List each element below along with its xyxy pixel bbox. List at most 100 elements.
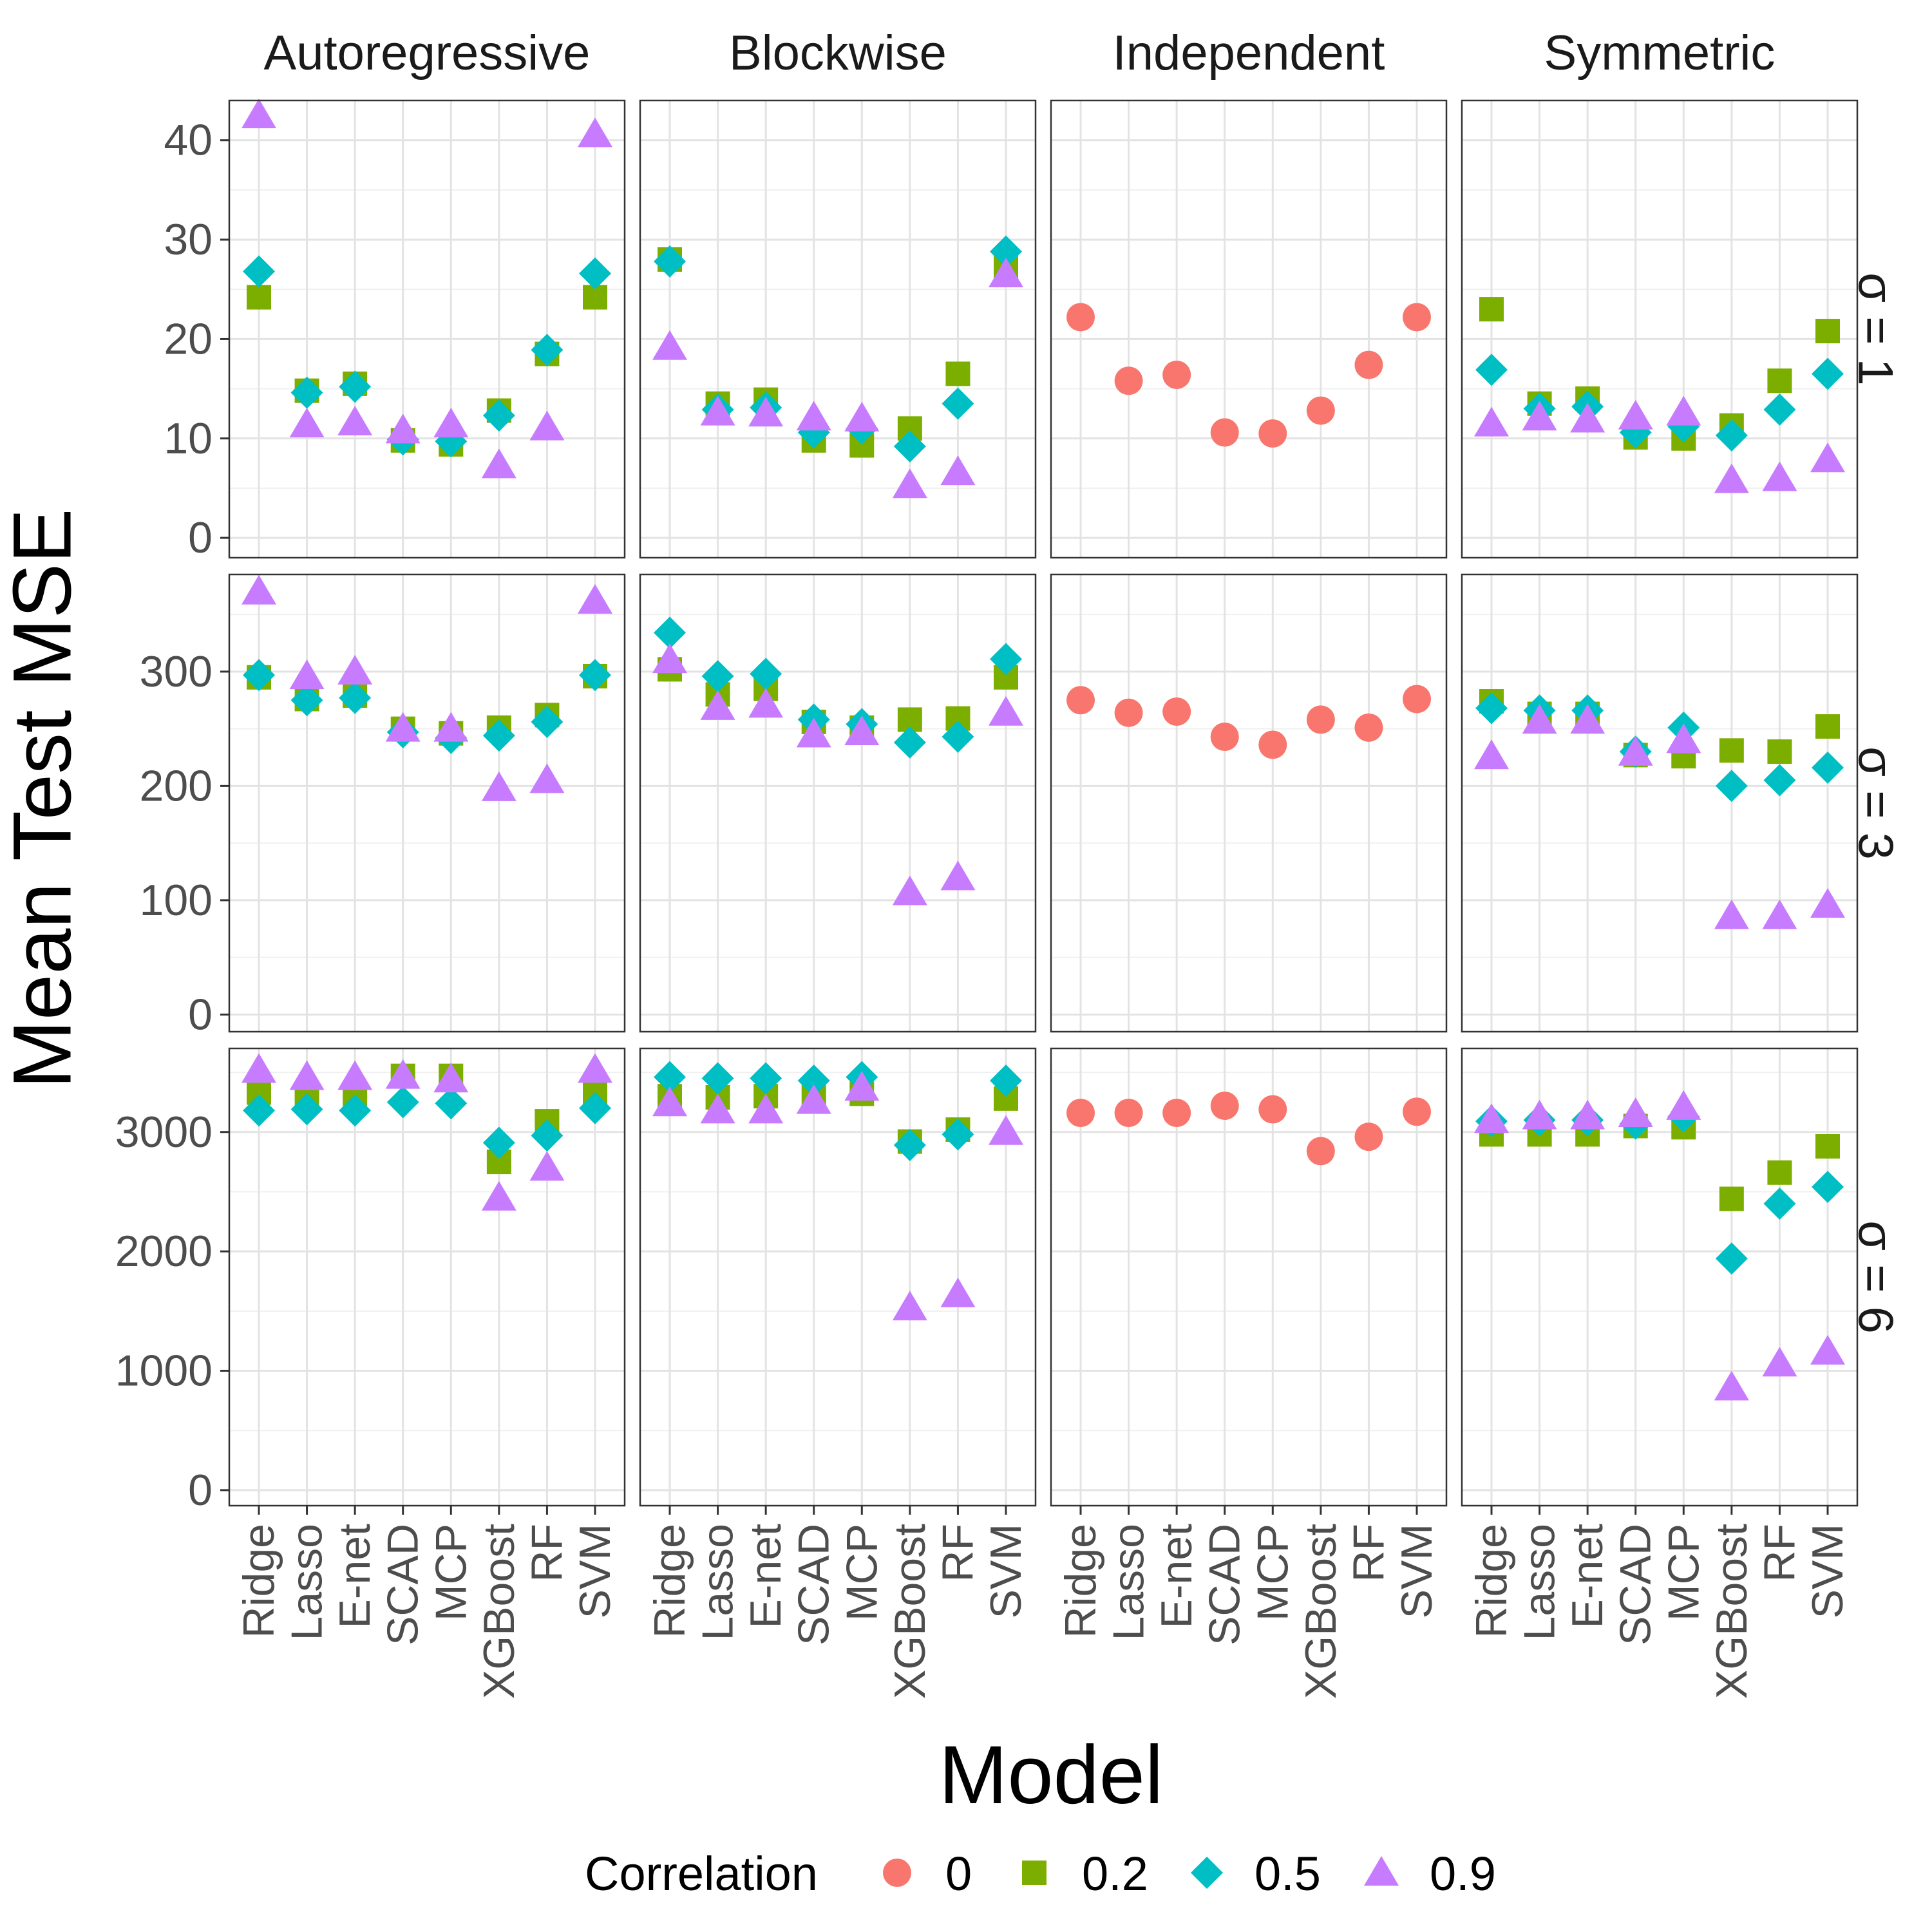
- panel-independent-row-1: [1050, 99, 1448, 559]
- point-independent-e-net-corr-0: [1162, 361, 1191, 389]
- point-symmetric-svm-corr-0.9: [1810, 1334, 1845, 1365]
- point-symmetric-xgboost-corr-0.9: [1714, 463, 1749, 493]
- y-tick-label: 1000: [115, 1347, 213, 1396]
- point-blockwise-xgboost-corr-0.5: [893, 726, 926, 759]
- point-autoregressive-xgboost-corr-0.9: [481, 1180, 516, 1211]
- facet-title-independent: Independent: [1113, 26, 1385, 80]
- panel-background: [1051, 1048, 1446, 1506]
- point-independent-rf-corr-0: [1354, 350, 1383, 379]
- point-autoregressive-ridge-corr-0.5: [243, 659, 275, 692]
- facet-title-blockwise: Blockwise: [729, 26, 947, 80]
- x-axis-title: Model: [939, 1729, 1164, 1821]
- panel-autoregressive-row-3: [228, 1047, 626, 1507]
- panel-background: [229, 100, 625, 558]
- point-blockwise-lasso-corr-0.9: [700, 395, 735, 426]
- point-autoregressive-e-net-corr-0.5: [339, 681, 372, 714]
- point-symmetric-e-net-corr-0.9: [1570, 704, 1605, 734]
- x-tick-label: Ridge: [234, 1524, 283, 1638]
- point-independent-lasso-corr-0: [1114, 366, 1143, 395]
- point-symmetric-xgboost-corr-0.9: [1714, 899, 1749, 929]
- point-symmetric-rf-corr-0.9: [1762, 461, 1797, 491]
- point-blockwise-svm-corr-0.5: [990, 643, 1022, 676]
- point-symmetric-rf-corr-0.5: [1763, 393, 1796, 426]
- point-autoregressive-ridge-corr-0.5: [243, 255, 275, 288]
- point-independent-ridge-corr-0: [1066, 1099, 1095, 1128]
- point-blockwise-lasso-corr-0.5: [701, 1062, 734, 1095]
- x-tick-label: Lasso: [283, 1524, 332, 1640]
- panel-border: [1050, 573, 1448, 1033]
- panel-symmetric-row-1: [1461, 99, 1859, 559]
- point-symmetric-scad-corr-0.9: [1618, 1097, 1653, 1127]
- point-autoregressive-e-net-corr-0.5: [339, 1094, 372, 1127]
- y-tick-label: 0: [188, 513, 213, 562]
- x-tick-label: SVM: [571, 1524, 620, 1618]
- point-autoregressive-ridge-corr-0.9: [242, 99, 276, 129]
- point-blockwise-mcp-corr-0.9: [844, 1071, 880, 1101]
- point-autoregressive-xgboost-corr-0.9: [481, 448, 516, 478]
- x-tick-label: SCAD: [1611, 1524, 1660, 1645]
- point-independent-svm-corr-0: [1403, 1097, 1431, 1126]
- x-tick-label: RF: [1755, 1524, 1804, 1582]
- point-symmetric-mcp-corr-0.9: [1666, 1090, 1701, 1120]
- point-autoregressive-rf-corr-0.9: [529, 410, 565, 440]
- point-symmetric-rf-corr-0.5: [1763, 764, 1796, 797]
- point-symmetric-svm-corr-0.2: [1815, 319, 1840, 344]
- panel-autoregressive-row-1: [228, 99, 626, 559]
- point-autoregressive-mcp-corr-0.9: [433, 408, 469, 438]
- panel-border: [1461, 99, 1859, 559]
- point-symmetric-ridge-corr-0.5: [1475, 692, 1508, 724]
- x-tick-label: XGBoost: [475, 1524, 524, 1699]
- point-autoregressive-e-net-corr-0.9: [337, 654, 373, 685]
- point-independent-xgboost-corr-0: [1306, 396, 1335, 425]
- panel-blockwise-row-1: [639, 99, 1037, 559]
- point-blockwise-xgboost-corr-0.9: [892, 875, 927, 905]
- point-blockwise-rf-corr-0.2: [945, 361, 971, 386]
- point-blockwise-xgboost-corr-0.9: [892, 1291, 927, 1321]
- panel-border: [639, 1047, 1037, 1507]
- x-tick-label: Ridge: [1056, 1524, 1105, 1638]
- point-autoregressive-svm-corr-0.9: [578, 1053, 612, 1083]
- x-tick-label: XGBoost: [1707, 1524, 1756, 1699]
- point-autoregressive-ridge-corr-0.2: [247, 285, 271, 310]
- x-tick-label: RF: [933, 1524, 982, 1582]
- y-tick-label: 100: [140, 876, 213, 925]
- x-tick-label: MCP: [1248, 1524, 1297, 1621]
- point-blockwise-ridge-corr-0.9: [652, 643, 687, 674]
- point-blockwise-rf-corr-0.5: [942, 387, 974, 420]
- point-autoregressive-ridge-corr-0.9: [242, 1053, 276, 1083]
- point-independent-xgboost-corr-0: [1306, 705, 1335, 734]
- legend-label-0.9: 0.9: [1430, 1847, 1496, 1900]
- facet-title-symmetric: Symmetric: [1544, 26, 1776, 80]
- point-independent-rf-corr-0: [1354, 1122, 1383, 1151]
- point-symmetric-svm-corr-0.9: [1810, 442, 1845, 473]
- point-symmetric-lasso-corr-0.9: [1522, 401, 1557, 431]
- x-tick-label: MCP: [426, 1524, 475, 1621]
- point-blockwise-svm-corr-0.9: [989, 696, 1023, 726]
- panel-border: [1050, 1047, 1448, 1507]
- point-symmetric-ridge-corr-0.2: [1479, 297, 1504, 322]
- point-independent-mcp-corr-0: [1258, 419, 1287, 448]
- panel-border: [228, 1047, 626, 1507]
- x-tick-label: SVM: [1803, 1524, 1852, 1618]
- point-symmetric-svm-corr-0.9: [1810, 887, 1845, 918]
- point-symmetric-scad-corr-0.9: [1618, 735, 1653, 766]
- facet-title-autoregressive: Autoregressive: [264, 26, 591, 80]
- point-blockwise-e-net-corr-0.9: [748, 688, 784, 718]
- point-symmetric-ridge-corr-0.9: [1474, 1103, 1509, 1133]
- point-blockwise-ridge-corr-0.9: [652, 330, 687, 360]
- legend-label-0.5: 0.5: [1255, 1847, 1321, 1900]
- point-autoregressive-svm-corr-0.5: [579, 1092, 611, 1124]
- x-tick-label: SCAD: [1200, 1524, 1249, 1645]
- panel-background: [1462, 574, 1857, 1032]
- point-blockwise-e-net-corr-0.9: [748, 397, 784, 427]
- point-blockwise-e-net-corr-0.9: [748, 1094, 784, 1124]
- x-tick-label: Ridge: [645, 1524, 694, 1638]
- point-blockwise-ridge-corr-0.9: [652, 1086, 687, 1117]
- point-blockwise-xgboost-corr-0.5: [893, 430, 926, 463]
- legend-key-0.9: [1364, 1856, 1399, 1886]
- point-blockwise-svm-corr-0.9: [989, 1115, 1023, 1145]
- point-blockwise-scad-corr-0.5: [797, 1065, 830, 1097]
- point-autoregressive-lasso-corr-0.9: [289, 408, 325, 438]
- point-symmetric-e-net-corr-0.9: [1570, 1099, 1605, 1130]
- point-autoregressive-scad-corr-0.9: [385, 413, 421, 444]
